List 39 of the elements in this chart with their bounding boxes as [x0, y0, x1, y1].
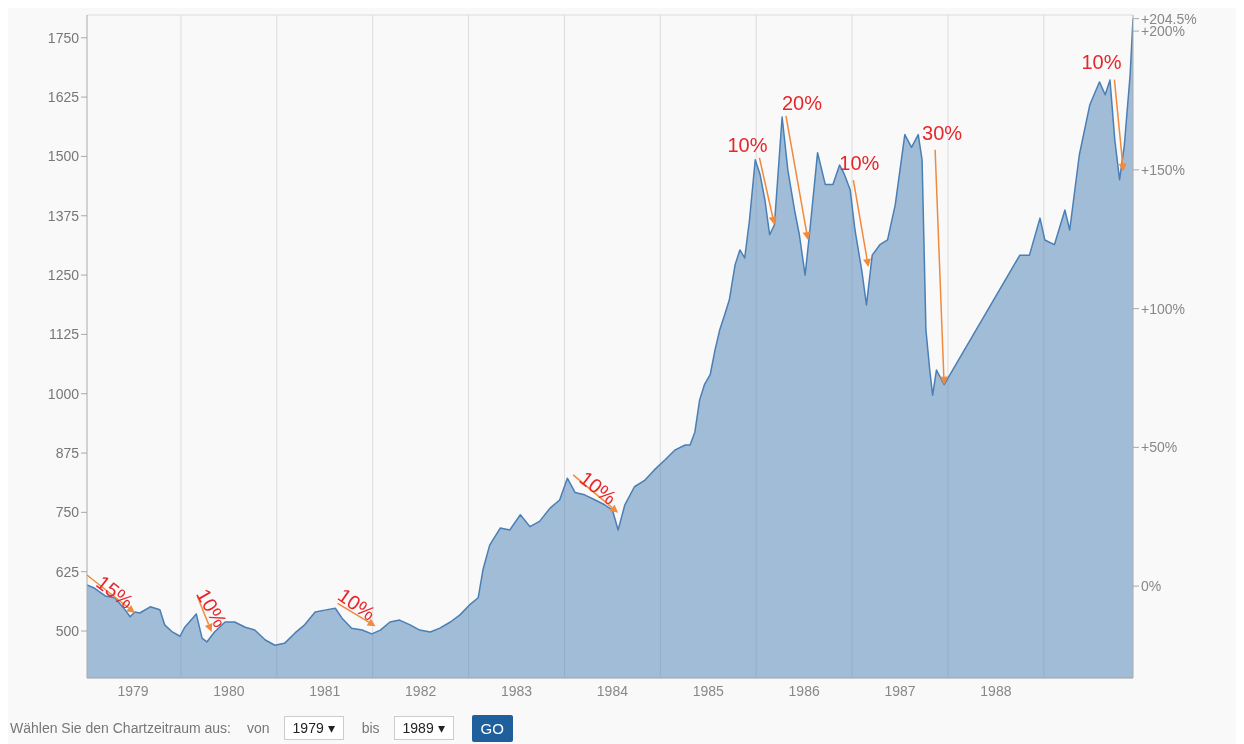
y-tick-label: 1750 — [47, 29, 80, 46]
annotation: 10% — [1081, 50, 1122, 73]
x-tick-label: 1986 — [788, 682, 820, 699]
annotation: 15% — [92, 570, 138, 614]
x-tick-label: 1981 — [309, 682, 341, 699]
annotation: 30% — [922, 121, 963, 144]
y-tick-label: 500 — [55, 622, 80, 639]
y-tick-label: 1375 — [47, 207, 80, 224]
y2-tick-label: +50% — [1141, 439, 1178, 456]
y-tick-label: 1000 — [47, 385, 80, 402]
text: Wählen Sie den Chartzeitraum aus: — [10, 720, 231, 736]
y2-tick-label: +150% — [1141, 161, 1185, 178]
y-tick-label: 1125 — [48, 326, 80, 343]
x-tick-label: 1982 — [405, 682, 437, 699]
y-tick-label: 750 — [55, 504, 80, 521]
y-tick-label: 1625 — [47, 89, 80, 106]
y2-tick-label: 0% — [1141, 578, 1162, 595]
x-tick-label: 1988 — [980, 682, 1012, 699]
y-tick-label: 875 — [55, 445, 80, 462]
dropdown: 1989 ▾ — [393, 716, 454, 740]
y-tick-label: 1500 — [47, 148, 80, 165]
y-tick-label: 625 — [55, 563, 80, 580]
x-tick-label: 1980 — [213, 682, 245, 699]
dropdown: 1979 ▾ — [283, 716, 344, 740]
x-tick-label: 1984 — [596, 682, 629, 699]
annotation: 10% — [839, 152, 880, 175]
y2-tick-label: +100% — [1141, 300, 1185, 317]
text: bis — [361, 720, 380, 736]
x-tick-label: 1985 — [692, 682, 725, 699]
x-tick-label: 1987 — [884, 682, 916, 699]
text: von — [247, 720, 270, 736]
x-tick-label: 1979 — [117, 682, 149, 699]
button: GO — [471, 714, 513, 742]
y-tick-label: 1250 — [47, 267, 80, 284]
annotation: 20% — [781, 91, 823, 114]
x-tick-label: 1983 — [500, 682, 533, 699]
annotation: 10% — [575, 466, 621, 509]
annotation: 10% — [333, 583, 380, 625]
annotation: 10% — [727, 133, 768, 156]
